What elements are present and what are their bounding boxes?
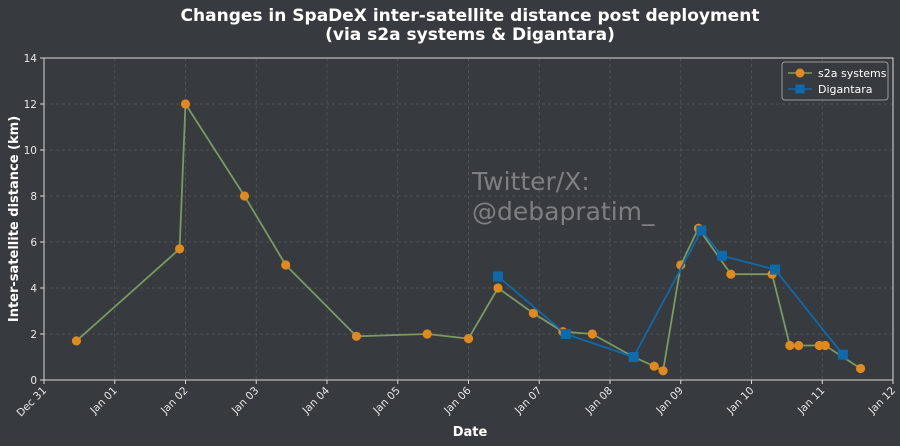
y-tick-label: 0 bbox=[30, 375, 37, 387]
series-layer bbox=[71, 99, 866, 376]
data-point-s2a-systems bbox=[422, 329, 432, 339]
legend-label-s2a: s2a systems bbox=[818, 67, 887, 80]
y-tick-label: 8 bbox=[30, 191, 37, 203]
data-point-s2a-systems bbox=[820, 340, 830, 351]
y-tick-label: 14 bbox=[24, 53, 38, 65]
watermark-line-2: @debapratim_ bbox=[472, 197, 655, 226]
data-point-s2a-systems bbox=[785, 340, 795, 351]
data-point-digantara bbox=[837, 349, 848, 360]
chart-title: Changes in SpaDeX inter-satellite distan… bbox=[181, 6, 760, 26]
data-point-digantara bbox=[717, 250, 728, 261]
data-point-s2a-systems bbox=[281, 260, 291, 270]
data-point-s2a-systems bbox=[587, 329, 597, 339]
data-point-s2a-systems bbox=[528, 308, 538, 318]
data-point-s2a-systems bbox=[855, 363, 866, 374]
y-axis-title: Inter-satellite distance (km) bbox=[7, 116, 22, 322]
y-tick-label: 6 bbox=[30, 237, 37, 249]
legend-label-digantara: Digantara bbox=[818, 83, 873, 96]
data-point-digantara bbox=[560, 329, 571, 339]
data-point-s2a-systems bbox=[239, 191, 250, 201]
data-point-s2a-systems bbox=[493, 283, 503, 293]
data-point-s2a-systems bbox=[180, 99, 191, 109]
data-point-s2a-systems bbox=[463, 334, 474, 344]
data-point-digantara bbox=[492, 271, 503, 282]
legend: s2a systems Digantara bbox=[781, 61, 889, 101]
data-point-digantara bbox=[628, 352, 639, 362]
data-point-s2a-systems bbox=[649, 361, 659, 371]
watermark-line-1: Twitter/X: bbox=[471, 167, 590, 196]
data-point-s2a-systems bbox=[658, 366, 668, 376]
y-axis: 0 2 4 6 8 10 12 14 bbox=[24, 53, 44, 387]
y-tick-label: 10 bbox=[24, 145, 37, 157]
legend-marker-s2a bbox=[795, 68, 805, 78]
y-tick-label: 2 bbox=[30, 329, 37, 341]
data-point-digantara bbox=[770, 264, 781, 275]
watermark: Twitter/X: @debapratim_ bbox=[471, 167, 655, 226]
data-point-s2a-systems bbox=[726, 269, 736, 279]
data-point-s2a-systems bbox=[175, 244, 185, 254]
data-point-s2a-systems bbox=[71, 336, 82, 346]
data-point-s2a-systems bbox=[676, 260, 686, 270]
y-tick-label: 4 bbox=[30, 283, 37, 295]
data-point-s2a-systems bbox=[351, 331, 362, 341]
x-axis-title: Date bbox=[453, 425, 488, 440]
chart-subtitle: (via s2a systems & Digantara) bbox=[325, 25, 615, 45]
data-point-digantara bbox=[696, 225, 707, 236]
legend-box bbox=[781, 61, 889, 101]
data-point-s2a-systems bbox=[794, 340, 804, 351]
y-tick-label: 12 bbox=[24, 99, 37, 111]
legend-marker-digantara bbox=[795, 84, 805, 94]
